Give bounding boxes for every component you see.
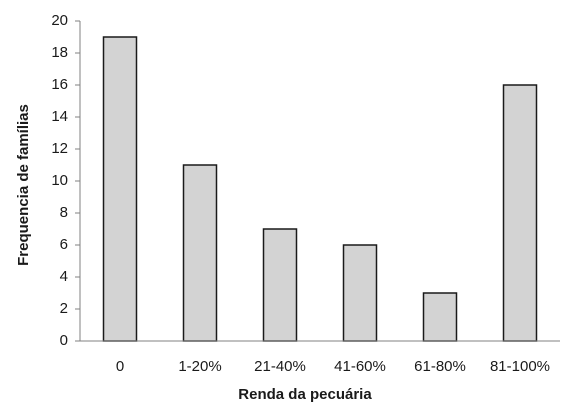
bar-2 — [182, 164, 218, 342]
y-tick-label: 2 — [60, 300, 68, 317]
x-tick-label: 41-60% — [334, 358, 386, 375]
y-axis-title: Frequencia de famílias — [15, 104, 32, 266]
y-tick-label: 18 — [51, 44, 68, 61]
bars-layer — [102, 36, 538, 342]
y-tick-label: 4 — [60, 268, 68, 285]
y-tick-label: 16 — [51, 76, 68, 93]
y-tick-label: 12 — [51, 140, 68, 157]
x-tick-label: 61-80% — [414, 358, 466, 375]
bar-6 — [502, 84, 538, 342]
y-tick-label: 14 — [51, 108, 68, 125]
y-tick-label: 20 — [51, 12, 68, 29]
y-tick-labels: 0 2 4 6 8 10 12 14 16 18 20 — [51, 12, 68, 349]
bar-1 — [102, 36, 138, 342]
bar-5 — [422, 292, 458, 342]
axes-layer — [75, 20, 560, 342]
y-tick-label: 8 — [60, 204, 68, 221]
bar-3 — [262, 228, 298, 342]
x-tick-label: 21-40% — [254, 358, 306, 375]
x-tick-label: 81-100% — [490, 358, 550, 375]
x-tick-label: 0 — [116, 358, 124, 375]
y-tick-label: 0 — [60, 332, 68, 349]
y-tick-label: 6 — [60, 236, 68, 253]
bar-4 — [342, 244, 378, 342]
x-axis-title: Renda da pecuária — [238, 386, 372, 403]
x-tick-labels: 0 1-20% 21-40% 41-60% 61-80% 81-100% — [116, 358, 550, 375]
x-tick-label: 1-20% — [178, 358, 221, 375]
y-tick-label: 10 — [51, 172, 68, 189]
